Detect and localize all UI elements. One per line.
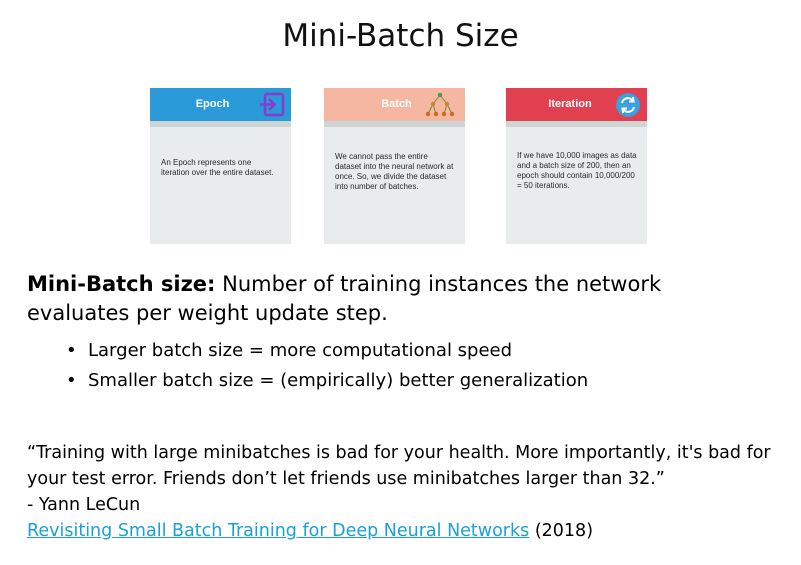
reference: Revisiting Small Batch Training for Deep… (27, 518, 787, 544)
epoch-card: Epoch An Epoch represents one iteration … (150, 88, 291, 244)
bullet-dot-icon: • (66, 340, 77, 361)
iteration-card: Iteration If we have 10,000 images as da… (506, 88, 647, 244)
reference-year: (2018) (529, 521, 594, 541)
batch-card-divider (324, 121, 465, 127)
epoch-card-divider (150, 121, 291, 127)
batch-card: Batch We cannot pass the entire dataset … (324, 88, 465, 244)
bullet-text: Larger batch size = more computational s… (88, 340, 513, 361)
epoch-card-label: Epoch (195, 98, 230, 110)
batch-card-text: We cannot pass the entire dataset into t… (335, 152, 454, 191)
quote-block: “Training with large minibatches is bad … (27, 440, 787, 544)
iteration-card-text: If we have 10,000 images as data and a b… (517, 151, 637, 190)
enter-arrow-icon (258, 91, 286, 132)
tree-hierarchy-icon (424, 91, 456, 133)
bullet-item: • Larger batch size = more computational… (66, 336, 588, 366)
refresh-cycle-icon (613, 91, 643, 133)
definition: Mini-Batch size: Number of training inst… (27, 270, 747, 328)
iteration-card-header: Iteration (506, 88, 647, 121)
bullet-dot-icon: • (66, 370, 77, 391)
epoch-card-text: An Epoch represents one iteration over t… (161, 158, 274, 177)
slide-title: Mini-Batch Size (282, 18, 519, 54)
bullet-list: • Larger batch size = more computational… (66, 336, 588, 396)
bullet-text: Smaller batch size = (empirically) bette… (88, 370, 589, 391)
iteration-card-divider (506, 121, 647, 127)
iteration-card-label: Iteration (548, 98, 592, 110)
quote-author: - Yann LeCun (27, 495, 141, 515)
definition-term: Mini-Batch size: (27, 272, 216, 296)
epoch-card-header: Epoch (150, 88, 291, 121)
quote-text: “Training with large minibatches is bad … (27, 443, 771, 489)
reference-link[interactable]: Revisiting Small Batch Training for Deep… (27, 521, 530, 541)
definition-text: Number of training instances the network… (27, 272, 662, 325)
bullet-item: • Smaller batch size = (empirically) bet… (66, 366, 588, 396)
batch-card-header: Batch (324, 88, 465, 121)
batch-card-label: Batch (381, 98, 412, 110)
